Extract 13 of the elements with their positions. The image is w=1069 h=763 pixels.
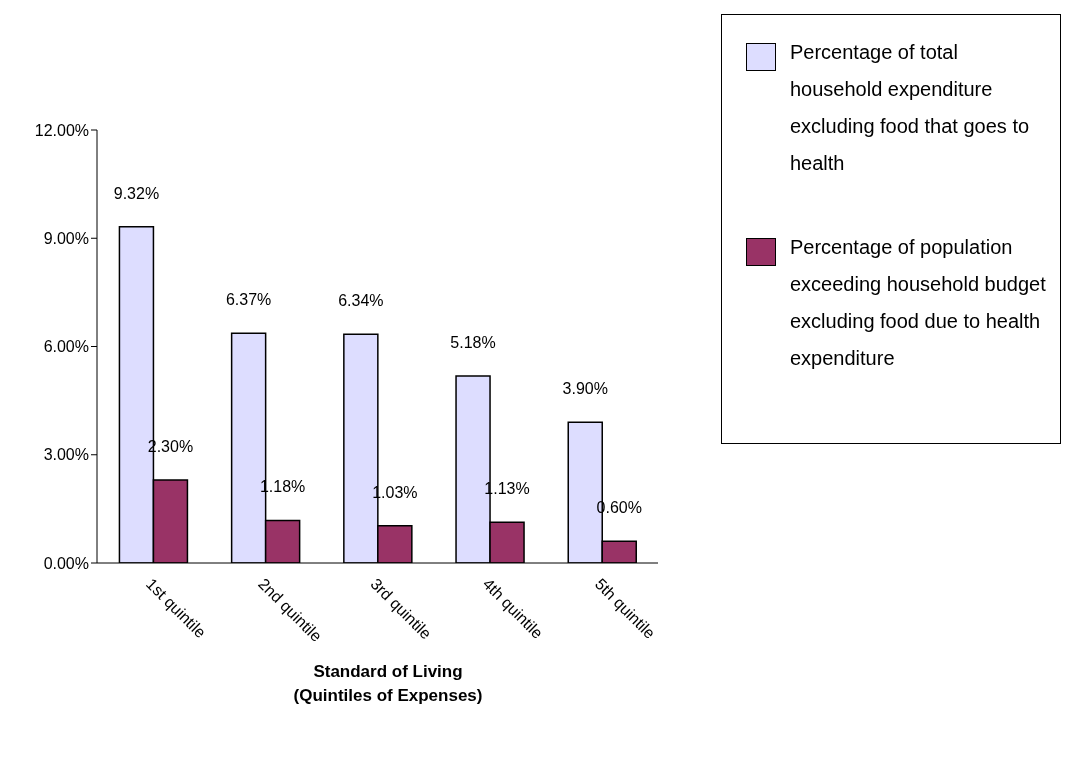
y-tick-label: 6.00%: [43, 338, 89, 356]
y-tick-label: 0.00%: [43, 554, 89, 572]
y-tick-label: 9.00%: [43, 229, 89, 247]
y-tick-label: 12.00%: [34, 121, 89, 139]
data-label: 3.90%: [562, 380, 608, 398]
x-axis-title: Standard of Living (Quintiles of Expenses): [292, 661, 484, 707]
data-label: 9.32%: [113, 184, 160, 202]
data-label: 6.34%: [338, 292, 384, 310]
data-label: 5.18%: [450, 334, 496, 352]
legend-label: Percentage of population exceeding household budget excluding food due to health expenditure: [790, 235, 1047, 371]
y-tick-label: 3.00%: [43, 446, 89, 464]
data-label: 6.37%: [225, 291, 272, 309]
legend-label: Percentage of total household expenditure excluding food that goes to health: [790, 40, 1031, 176]
